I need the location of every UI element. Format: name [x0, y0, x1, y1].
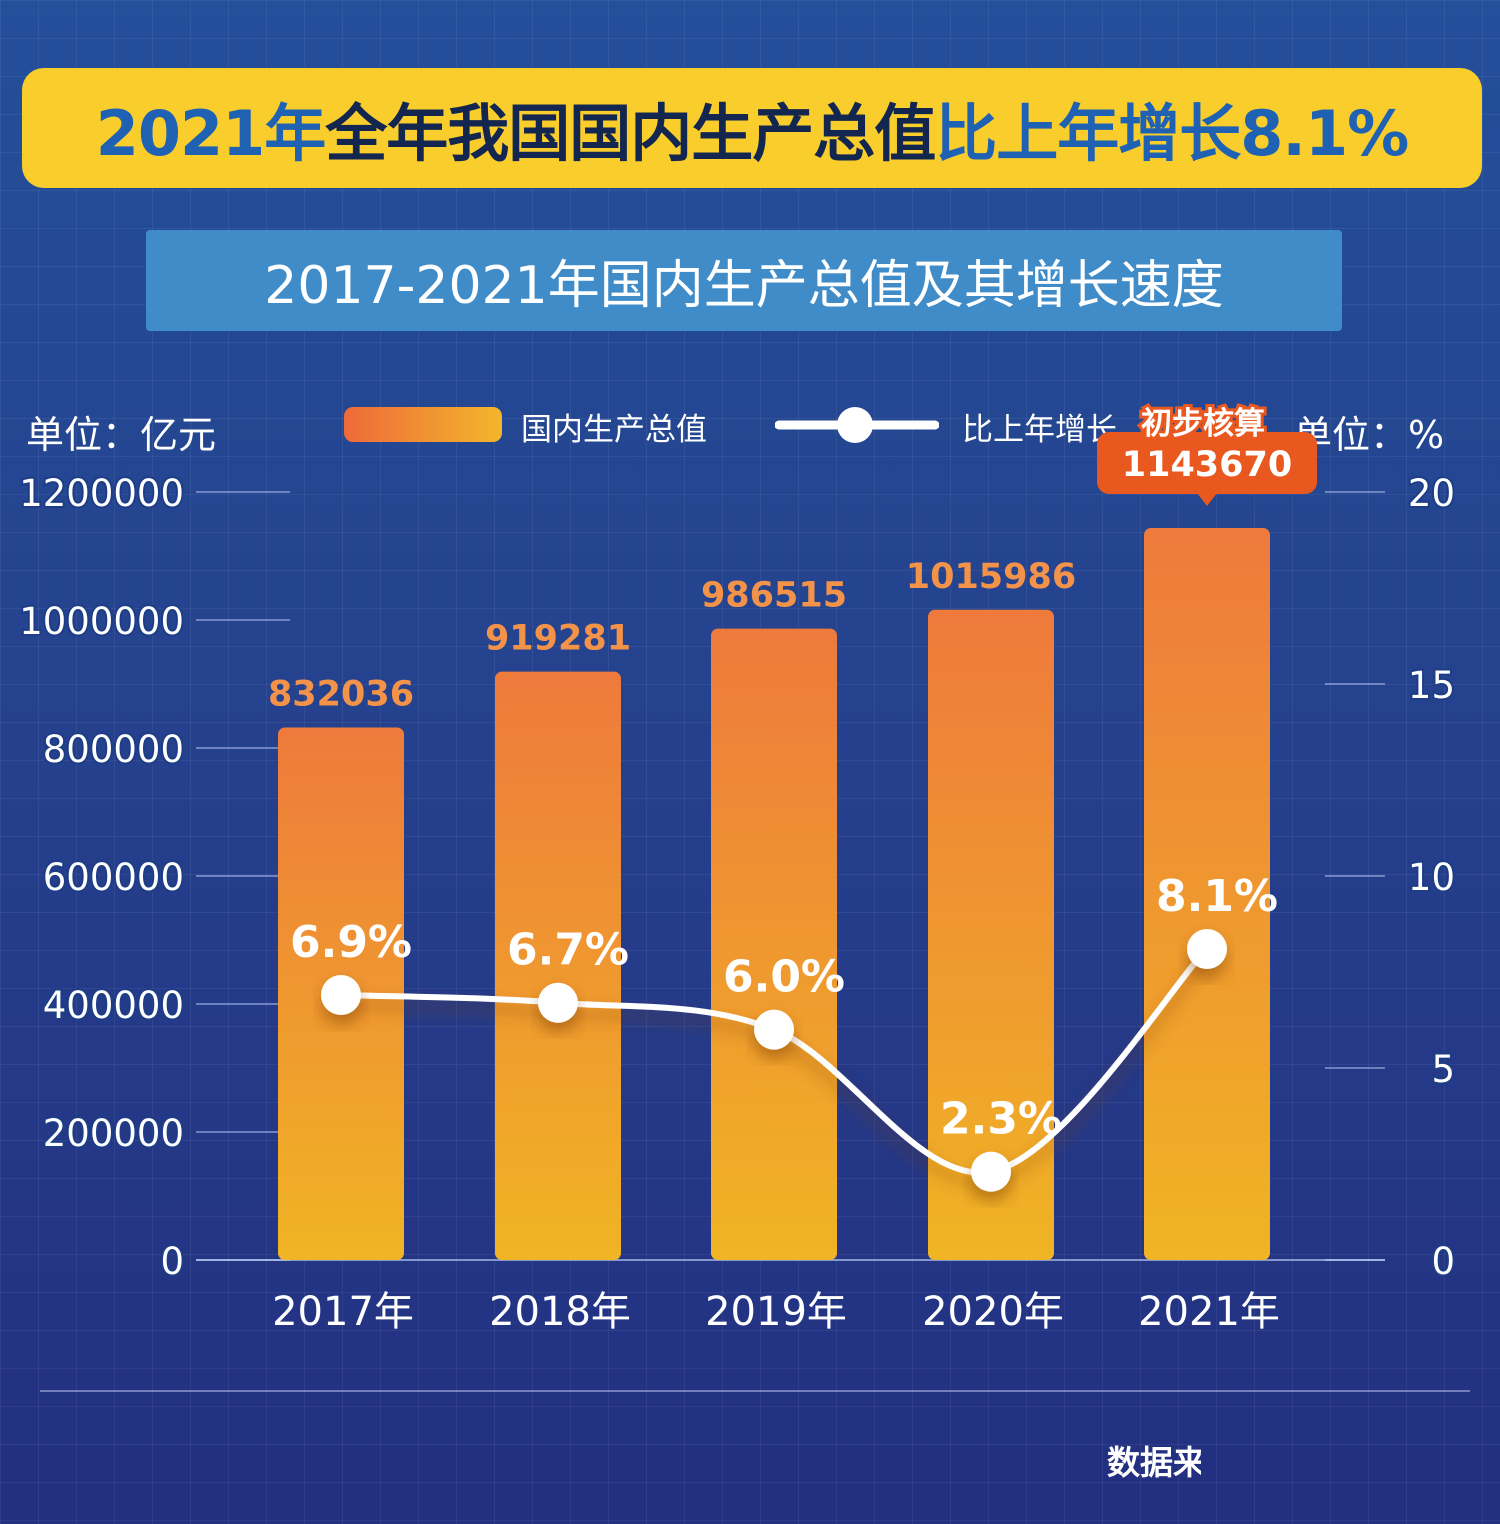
- legend-line-label: 比上年增长: [962, 412, 1117, 448]
- gdp-bar: [928, 609, 1054, 1260]
- right-axis-unit: 单位：%: [1294, 413, 1445, 457]
- right-tick-label: 0: [1431, 1240, 1455, 1283]
- growth-label: 6.9%: [290, 917, 412, 968]
- bar-value-label: 986515: [701, 576, 847, 616]
- left-axis-unit: 单位：亿元: [26, 413, 217, 457]
- bar-value-label: 919281: [485, 619, 631, 659]
- growth-point: [754, 1009, 794, 1050]
- growth-label: 6.7%: [507, 925, 629, 976]
- left-tick-label: 400000: [43, 984, 184, 1027]
- headline-growth: 比上年增长8.1%: [935, 97, 1409, 170]
- x-tick-label: 2019年: [705, 1289, 847, 1335]
- footer-divider: [40, 1390, 1470, 1392]
- growth-label: 6.0%: [723, 952, 845, 1003]
- left-tick-label: 800000: [43, 728, 184, 771]
- growth-point: [321, 975, 361, 1016]
- gdp-bar: [1144, 528, 1270, 1260]
- bar-value-label: 1015986: [906, 557, 1076, 597]
- growth-label: 8.1%: [1156, 871, 1278, 922]
- source-note: 数据来: [1107, 1443, 1201, 1482]
- left-tick-label: 1200000: [19, 472, 184, 515]
- growth-label: 2.3%: [940, 1094, 1062, 1145]
- left-tick-label: 200000: [43, 1112, 184, 1155]
- x-tick-label: 2020年: [922, 1289, 1064, 1335]
- gdp-bar: [495, 671, 621, 1260]
- right-tick-label: 5: [1431, 1048, 1455, 1091]
- legend-line-swatch: [775, 407, 939, 443]
- x-tick-label: 2017年: [272, 1289, 414, 1335]
- x-tick-label: 2018年: [489, 1289, 631, 1335]
- legend-bar-label: 国内生产总值: [521, 412, 707, 448]
- gdp-bar: [711, 628, 837, 1260]
- callout-pointer: [1197, 493, 1217, 507]
- headline-banner: 2021年 全年我国国内生产总值 比上年增长8.1%: [22, 68, 1482, 188]
- growth-point: [538, 982, 578, 1023]
- x-tick-label: 2021年: [1138, 1289, 1280, 1335]
- headline-year: 2021年: [95, 97, 327, 170]
- callout-box: [1097, 432, 1317, 495]
- left-tick-label: 0: [160, 1240, 184, 1283]
- headline-subject: 全年我国国内生产总值: [325, 97, 936, 170]
- left-tick-label: 1000000: [19, 600, 184, 643]
- bar-value-label: 832036: [268, 674, 414, 714]
- left-tick-label: 600000: [43, 856, 184, 899]
- chart-title: 2017-2021年国内生产总值及其增长速度: [146, 230, 1342, 331]
- callout-note: 初步核算: [1141, 406, 1265, 442]
- growth-point: [1187, 928, 1227, 969]
- growth-line: [340, 946, 1210, 1176]
- growth-point: [971, 1151, 1011, 1192]
- legend-bar-swatch: [344, 407, 502, 442]
- right-tick-label: 15: [1408, 664, 1455, 707]
- bar-value-label: 1143670: [1122, 445, 1292, 485]
- right-tick-label: 20: [1408, 472, 1455, 515]
- right-tick-label: 10: [1408, 856, 1455, 899]
